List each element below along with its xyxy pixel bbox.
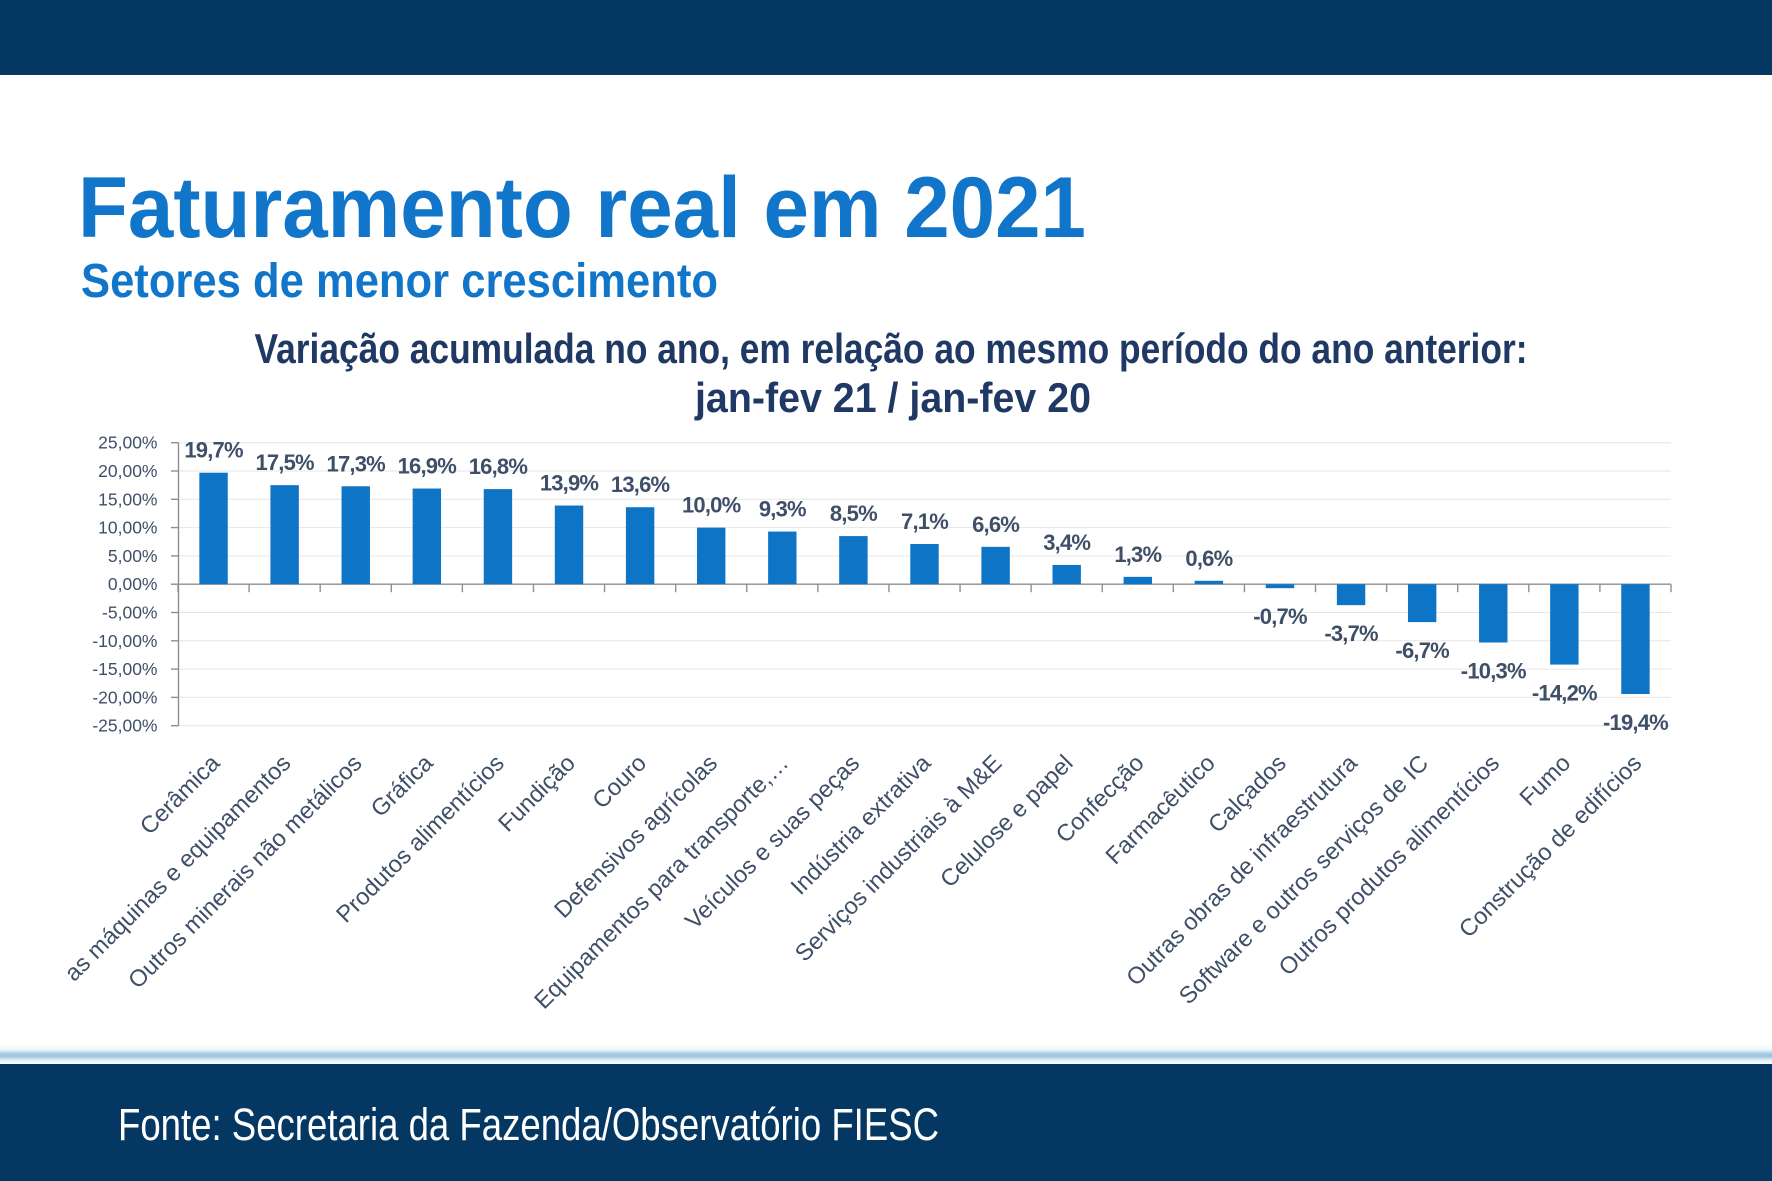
svg-text:Setores de menor crescimento: Setores de menor crescimento (81, 255, 718, 308)
svg-text:6,6%: 6,6% (972, 512, 1019, 537)
svg-text:-15,00%: -15,00% (92, 659, 157, 679)
svg-text:-25,00%: -25,00% (92, 716, 157, 736)
svg-text:Fonte: Secretaria da Fazenda/O: Fonte: Secretaria da Fazenda/Observatóri… (118, 1099, 939, 1150)
svg-text:20,00%: 20,00% (98, 461, 157, 481)
svg-text:10,0%: 10,0% (682, 493, 741, 518)
svg-text:Celulose e papel: Celulose e papel (936, 750, 1079, 893)
svg-text:10,00%: 10,00% (98, 518, 157, 538)
svg-text:-10,3%: -10,3% (1461, 659, 1526, 684)
svg-text:Couro: Couro (588, 750, 652, 814)
svg-text:16,9%: 16,9% (398, 454, 457, 479)
svg-text:-20,00%: -20,00% (92, 687, 157, 707)
svg-text:jan-fev 21 / jan-fev 20: jan-fev 21 / jan-fev 20 (694, 374, 1091, 421)
svg-text:13,6%: 13,6% (611, 472, 670, 497)
svg-text:Variação acumulada no ano, em: Variação acumulada no ano, em relação ao… (255, 325, 1528, 372)
svg-text:-0,7%: -0,7% (1253, 604, 1307, 629)
svg-text:19,7%: 19,7% (184, 438, 243, 463)
svg-text:-19,4%: -19,4% (1603, 710, 1668, 735)
svg-text:Fumo: Fumo (1515, 750, 1576, 811)
svg-text:1,3%: 1,3% (1114, 542, 1161, 567)
svg-text:16,8%: 16,8% (469, 454, 528, 479)
svg-text:25,00%: 25,00% (98, 433, 157, 453)
svg-text:13,9%: 13,9% (540, 471, 599, 496)
svg-text:9,3%: 9,3% (759, 497, 806, 522)
svg-text:Gráfica: Gráfica (366, 750, 439, 823)
svg-text:-14,2%: -14,2% (1532, 681, 1597, 706)
svg-text:-5,00%: -5,00% (102, 603, 157, 623)
svg-text:8,5%: 8,5% (830, 501, 877, 526)
svg-text:3,4%: 3,4% (1043, 530, 1090, 555)
svg-text:0,6%: 0,6% (1185, 546, 1232, 571)
svg-text:Fundição: Fundição (494, 750, 581, 837)
svg-text:Faturamento real em 2021: Faturamento real em 2021 (78, 160, 1086, 256)
svg-text:-3,7%: -3,7% (1324, 621, 1378, 646)
svg-text:17,3%: 17,3% (327, 451, 386, 476)
svg-text:15,00%: 15,00% (98, 489, 157, 509)
svg-text:-6,7%: -6,7% (1395, 638, 1449, 663)
svg-text:0,00%: 0,00% (108, 574, 158, 594)
svg-text:7,1%: 7,1% (901, 509, 948, 534)
svg-text:17,5%: 17,5% (255, 450, 314, 475)
svg-text:-10,00%: -10,00% (92, 631, 157, 651)
svg-text:Equipamentos para transporte,…: Equipamentos para transporte,… (530, 750, 794, 1014)
svg-text:5,00%: 5,00% (108, 546, 158, 566)
